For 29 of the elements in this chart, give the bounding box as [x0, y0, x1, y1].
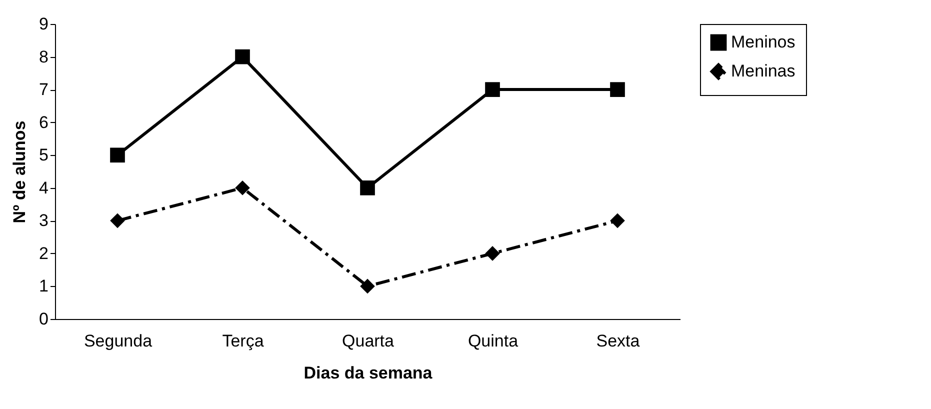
x-tick-label: Sexta: [596, 332, 640, 350]
x-axis-title: Dias da semana: [304, 364, 433, 382]
point: [360, 278, 375, 294]
y-tick-label: 7: [39, 80, 48, 100]
x-tick-label: Quinta: [468, 332, 519, 350]
y-tick-label: 1: [39, 276, 48, 296]
y-tick-label: 8: [39, 47, 48, 66]
y-tick-label: 4: [39, 178, 48, 198]
point: [235, 49, 250, 64]
x-tick-label: Terça: [222, 332, 264, 350]
point: [610, 213, 625, 228]
point: [485, 82, 500, 97]
y-tick-label: 6: [39, 112, 48, 132]
y-tick-label: 0: [39, 310, 48, 328]
y-tick-label: 5: [39, 146, 48, 165]
point: [110, 148, 125, 163]
x-tick-label: Quarta: [342, 332, 395, 350]
legend-label: Meninos: [731, 32, 796, 52]
legend-label: Meninas: [731, 62, 796, 80]
point: [360, 180, 375, 196]
x-tick-label: Segunda: [84, 332, 153, 350]
y-tick-label: 2: [39, 244, 48, 263]
point: [610, 82, 625, 97]
point: [110, 213, 125, 228]
y-axis-title: Nº de alunos: [10, 120, 30, 224]
y-tick-label: 9: [39, 14, 48, 34]
y-tick-label: 3: [39, 211, 48, 230]
point: [235, 180, 250, 196]
point: [485, 246, 500, 261]
